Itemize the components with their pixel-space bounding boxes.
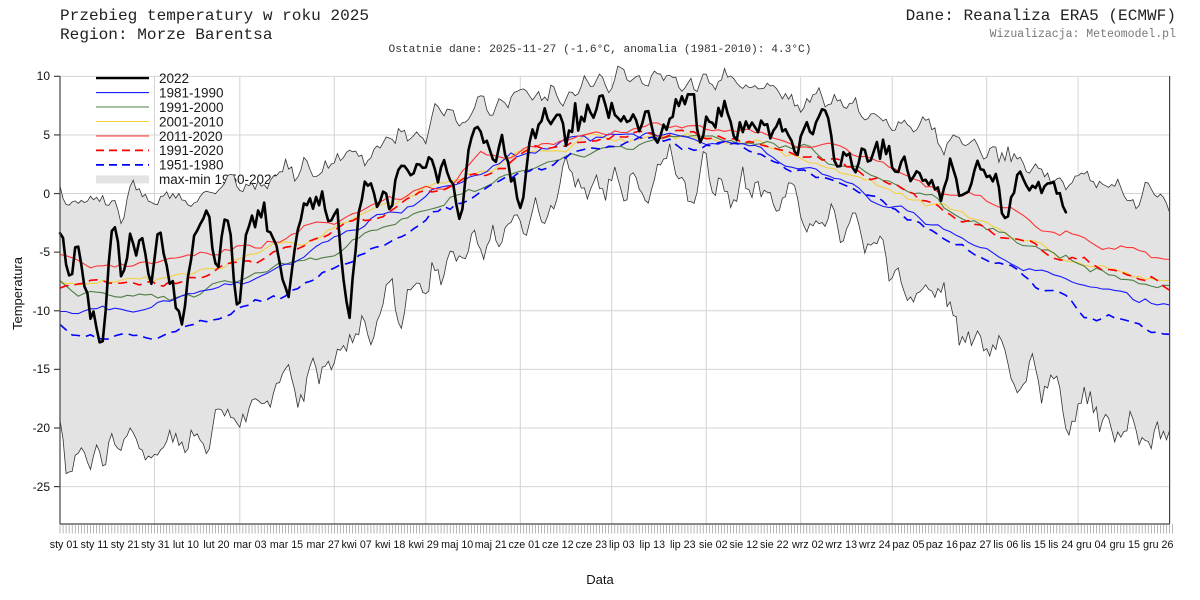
svg-text:2001-2010: 2001-2010 [159, 114, 224, 129]
svg-text:1991-2020: 1991-2020 [159, 143, 224, 158]
svg-text:max-min 1950-2021: max-min 1950-2021 [159, 172, 279, 187]
svg-text:2022: 2022 [159, 71, 189, 86]
svg-text:1951-1980: 1951-1980 [159, 158, 224, 173]
svg-text:1991-2000: 1991-2000 [159, 100, 224, 115]
svg-text:1981-1990: 1981-1990 [159, 85, 224, 100]
svg-text:2011-2020: 2011-2020 [159, 129, 223, 144]
